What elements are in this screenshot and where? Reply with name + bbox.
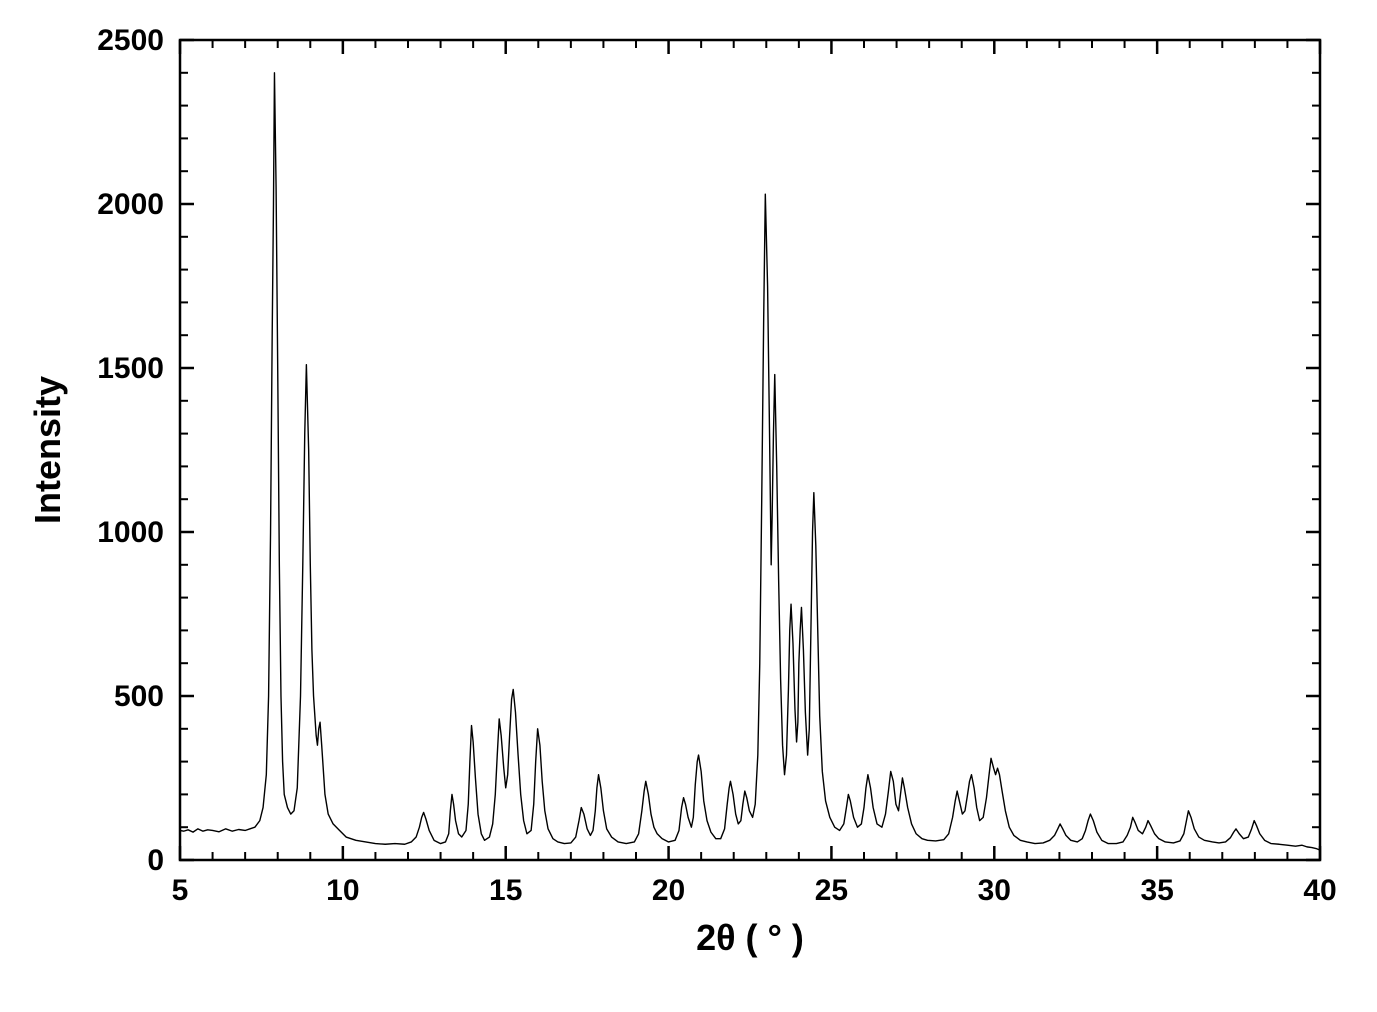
svg-text:40: 40 [1303, 874, 1336, 907]
chart-svg: 5 10 15 20 25 30 35 40 0 500 1000 1500 2000 2500 2θ ( … [0, 0, 1377, 1012]
svg-text:2000: 2000 [97, 188, 164, 221]
svg-text:2500: 2500 [97, 24, 164, 57]
svg-text:25: 25 [815, 874, 848, 907]
svg-text:20: 20 [652, 874, 685, 907]
svg-text:500: 500 [114, 680, 164, 713]
svg-text:2θ ( ° ): 2θ ( ° ) [696, 917, 804, 958]
svg-text:10: 10 [326, 874, 359, 907]
svg-text:1500: 1500 [97, 352, 164, 385]
svg-text:5: 5 [172, 874, 189, 907]
xrd-chart: 5 10 15 20 25 30 35 40 0 500 1000 1500 2000 2500 2θ ( … [0, 0, 1377, 1012]
svg-text:30: 30 [978, 874, 1011, 907]
svg-text:1000: 1000 [97, 516, 164, 549]
svg-text:Intensity: Intensity [27, 376, 68, 524]
svg-text:0: 0 [147, 844, 164, 877]
svg-text:35: 35 [1140, 874, 1173, 907]
svg-text:15: 15 [489, 874, 522, 907]
